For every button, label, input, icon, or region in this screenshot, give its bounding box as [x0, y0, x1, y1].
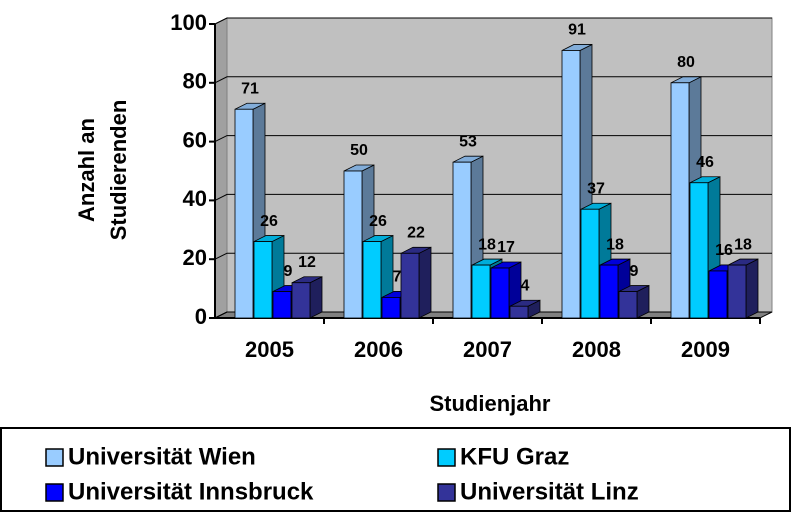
data-label: 50 [350, 142, 368, 159]
data-label: 22 [407, 225, 425, 242]
data-label: 18 [478, 236, 496, 253]
legend-label: Universität Innsbruck [68, 478, 314, 505]
bar [272, 291, 292, 319]
bar [471, 264, 491, 319]
data-label: 7 [393, 269, 402, 286]
bar [253, 241, 273, 319]
bar [234, 108, 254, 319]
y-tick-label: 0 [195, 304, 207, 329]
x-tick-label: 2006 [354, 337, 403, 362]
bar-side [418, 246, 432, 319]
y-axis-label: Anzahl an [74, 118, 99, 222]
bar [670, 82, 690, 319]
bar [618, 291, 638, 319]
legend-swatch [437, 483, 456, 502]
y-tick-label: 100 [170, 10, 207, 35]
y-axis-label: Studierenden [106, 100, 131, 241]
data-label: 80 [677, 54, 695, 71]
data-label: 46 [696, 154, 714, 171]
bar [362, 241, 382, 319]
y-tick-label: 20 [183, 245, 207, 270]
y-tick-label: 60 [183, 127, 207, 152]
bar [381, 297, 401, 319]
bar-side [745, 258, 759, 319]
bar [509, 305, 529, 319]
x-tick-label: 2005 [245, 337, 294, 362]
data-label: 91 [568, 22, 586, 39]
bar [291, 282, 311, 319]
bar [400, 252, 420, 319]
data-label: 26 [260, 213, 278, 230]
data-label: 18 [606, 236, 624, 253]
bar [561, 50, 581, 319]
bar [343, 170, 363, 319]
x-tick-label: 2009 [681, 337, 730, 362]
bar [580, 208, 600, 319]
y-tick-label: 40 [183, 186, 207, 211]
data-label: 9 [630, 263, 639, 280]
legend-swatch [437, 448, 456, 467]
bar [727, 264, 747, 319]
legend-box [0, 427, 791, 512]
data-label: 4 [521, 277, 530, 294]
data-label: 9 [284, 263, 293, 280]
grid-line [214, 17, 772, 25]
legend-swatch [45, 448, 64, 467]
data-label: 12 [298, 254, 316, 271]
legend-swatch [45, 483, 64, 502]
bar [599, 264, 619, 319]
data-label: 26 [369, 213, 387, 230]
legend-label: KFU Graz [460, 443, 569, 470]
x-tick-label: 2007 [463, 337, 512, 362]
data-label: 53 [459, 133, 477, 150]
bar [708, 270, 728, 319]
bar-side [309, 276, 323, 319]
x-tick-label: 2008 [572, 337, 621, 362]
data-label: 17 [497, 239, 515, 256]
data-label: 18 [734, 236, 752, 253]
legend-label: Universität Linz [460, 478, 639, 505]
x-axis-label: Studienjahr [429, 391, 550, 416]
legend-label: Universität Wien [68, 443, 256, 470]
bar [689, 182, 709, 319]
bar [452, 161, 472, 319]
bar [490, 267, 510, 319]
side-wall [214, 17, 228, 319]
data-label: 37 [587, 180, 605, 197]
data-label: 71 [241, 80, 259, 97]
y-tick-label: 80 [183, 69, 207, 94]
data-label: 16 [715, 242, 733, 259]
